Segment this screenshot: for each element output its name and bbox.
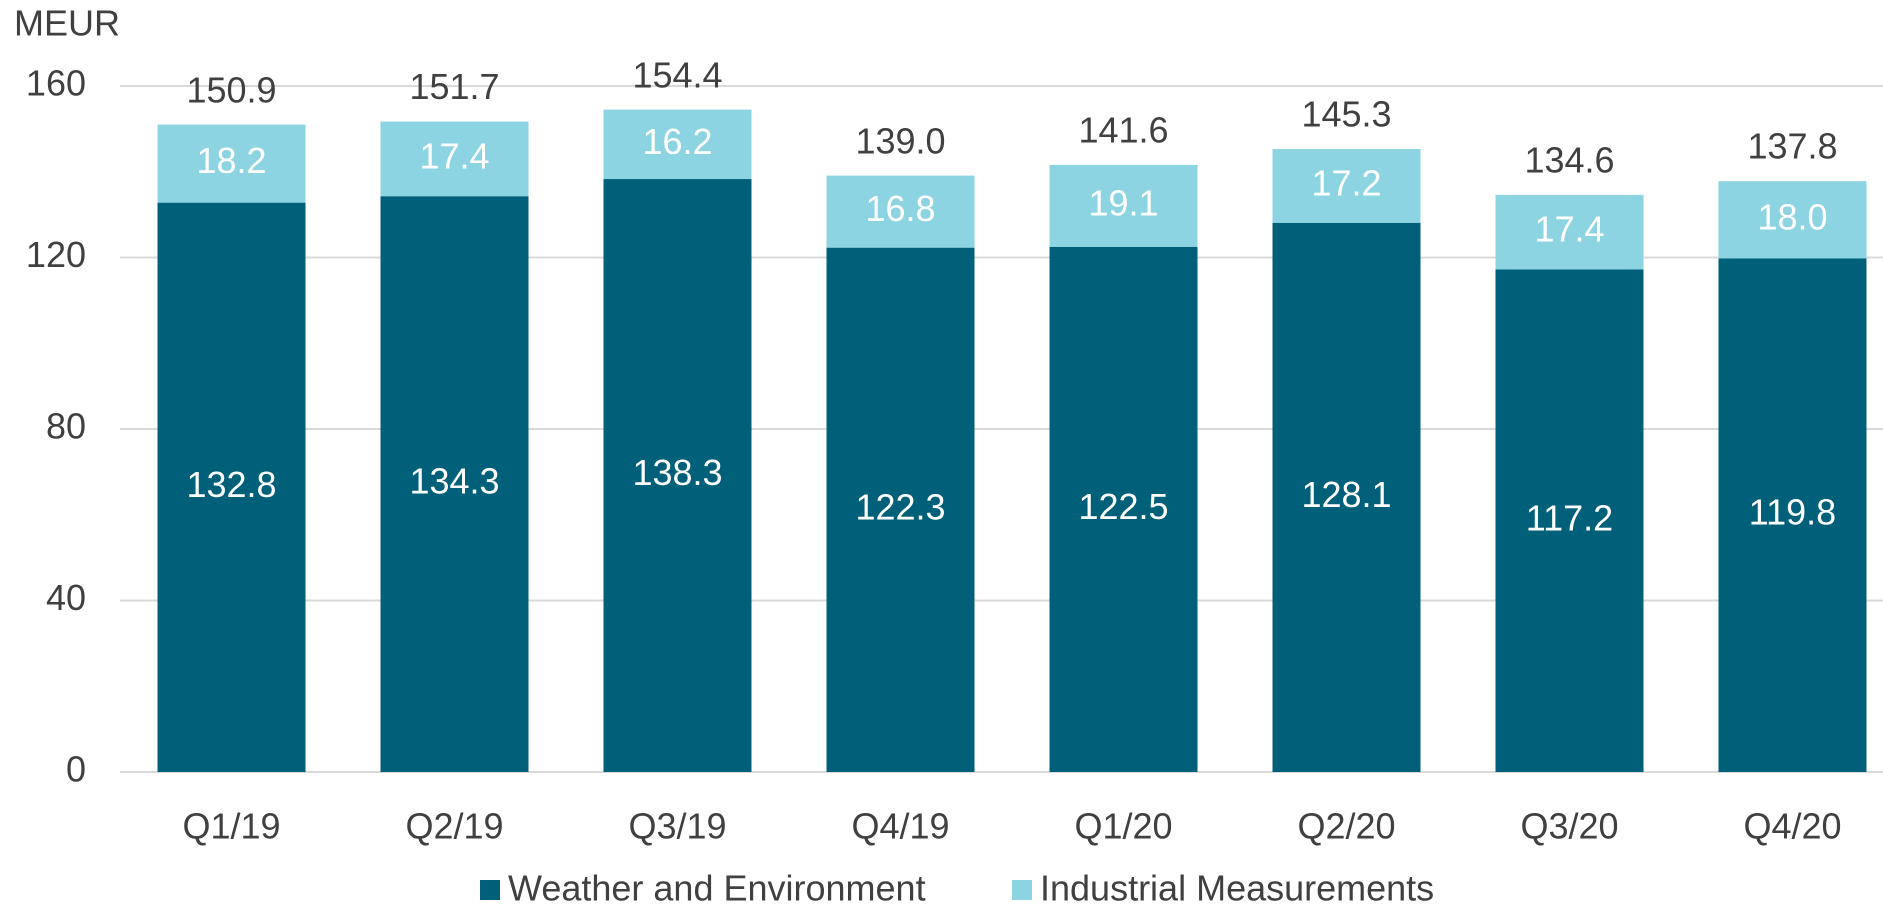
y-tick-label: 0 — [66, 749, 86, 790]
value-label: 17.4 — [1534, 209, 1604, 250]
bar-segment — [826, 175, 975, 248]
bar-segment — [1495, 269, 1644, 772]
y-tick-label: 40 — [46, 577, 86, 618]
x-tick-label: Q3/19 — [628, 806, 726, 847]
legend-marker — [480, 880, 500, 900]
x-tick-label: Q1/20 — [1074, 806, 1172, 847]
total-label: 134.6 — [1524, 139, 1614, 180]
value-label: 16.8 — [865, 188, 935, 229]
bar-segment — [1049, 164, 1198, 247]
bar-segment — [1718, 258, 1867, 772]
value-label: 132.8 — [186, 464, 276, 505]
value-label: 119.8 — [1749, 492, 1836, 533]
value-label: 117.2 — [1526, 497, 1613, 538]
bar-segment — [157, 124, 306, 203]
bar-segment — [1272, 149, 1421, 223]
x-tick-label: Q4/19 — [851, 806, 949, 847]
bar-segment — [1049, 246, 1198, 772]
bar-segment — [157, 202, 306, 772]
value-label: 17.2 — [1311, 162, 1381, 203]
value-label: 18.0 — [1757, 196, 1827, 237]
total-label: 150.9 — [186, 70, 276, 111]
y-tick-label: 80 — [46, 406, 86, 447]
bar-segment — [603, 179, 752, 772]
total-label: 139.0 — [855, 121, 945, 162]
x-tick-label: Q3/20 — [1520, 806, 1618, 847]
value-label: 122.3 — [855, 486, 945, 527]
y-tick-label: 160 — [26, 63, 86, 104]
legend-label: Weather and Environment — [508, 868, 926, 909]
x-tick-label: Q2/19 — [405, 806, 503, 847]
bar-segment — [826, 247, 975, 773]
bar-segment — [1272, 222, 1421, 773]
value-label: 122.5 — [1078, 486, 1168, 527]
bar-segment — [380, 196, 529, 773]
total-label: 154.4 — [632, 55, 722, 96]
y-tick-label: 120 — [26, 234, 86, 275]
legend-marker — [1012, 880, 1032, 900]
value-label: 16.2 — [642, 121, 712, 162]
value-label: 138.3 — [632, 452, 722, 493]
y-axis-label: MEUR — [14, 3, 120, 44]
x-tick-label: Q4/20 — [1743, 806, 1841, 847]
total-label: 137.8 — [1747, 126, 1837, 167]
total-label: 141.6 — [1078, 109, 1168, 150]
x-tick-label: Q2/20 — [1297, 806, 1395, 847]
bar-segment — [1495, 194, 1644, 270]
legend-label: Industrial Measurements — [1040, 868, 1434, 909]
value-label: 19.1 — [1088, 182, 1158, 223]
value-label: 18.2 — [196, 140, 266, 181]
value-label: 128.1 — [1301, 474, 1391, 515]
bar-segment — [380, 121, 529, 197]
bar-segment — [603, 109, 752, 180]
value-label: 134.3 — [409, 461, 499, 502]
value-label: 17.4 — [419, 135, 489, 176]
total-label: 151.7 — [409, 66, 499, 107]
bar-segment — [1718, 181, 1867, 259]
x-tick-label: Q1/19 — [182, 806, 280, 847]
total-label: 145.3 — [1301, 94, 1391, 135]
